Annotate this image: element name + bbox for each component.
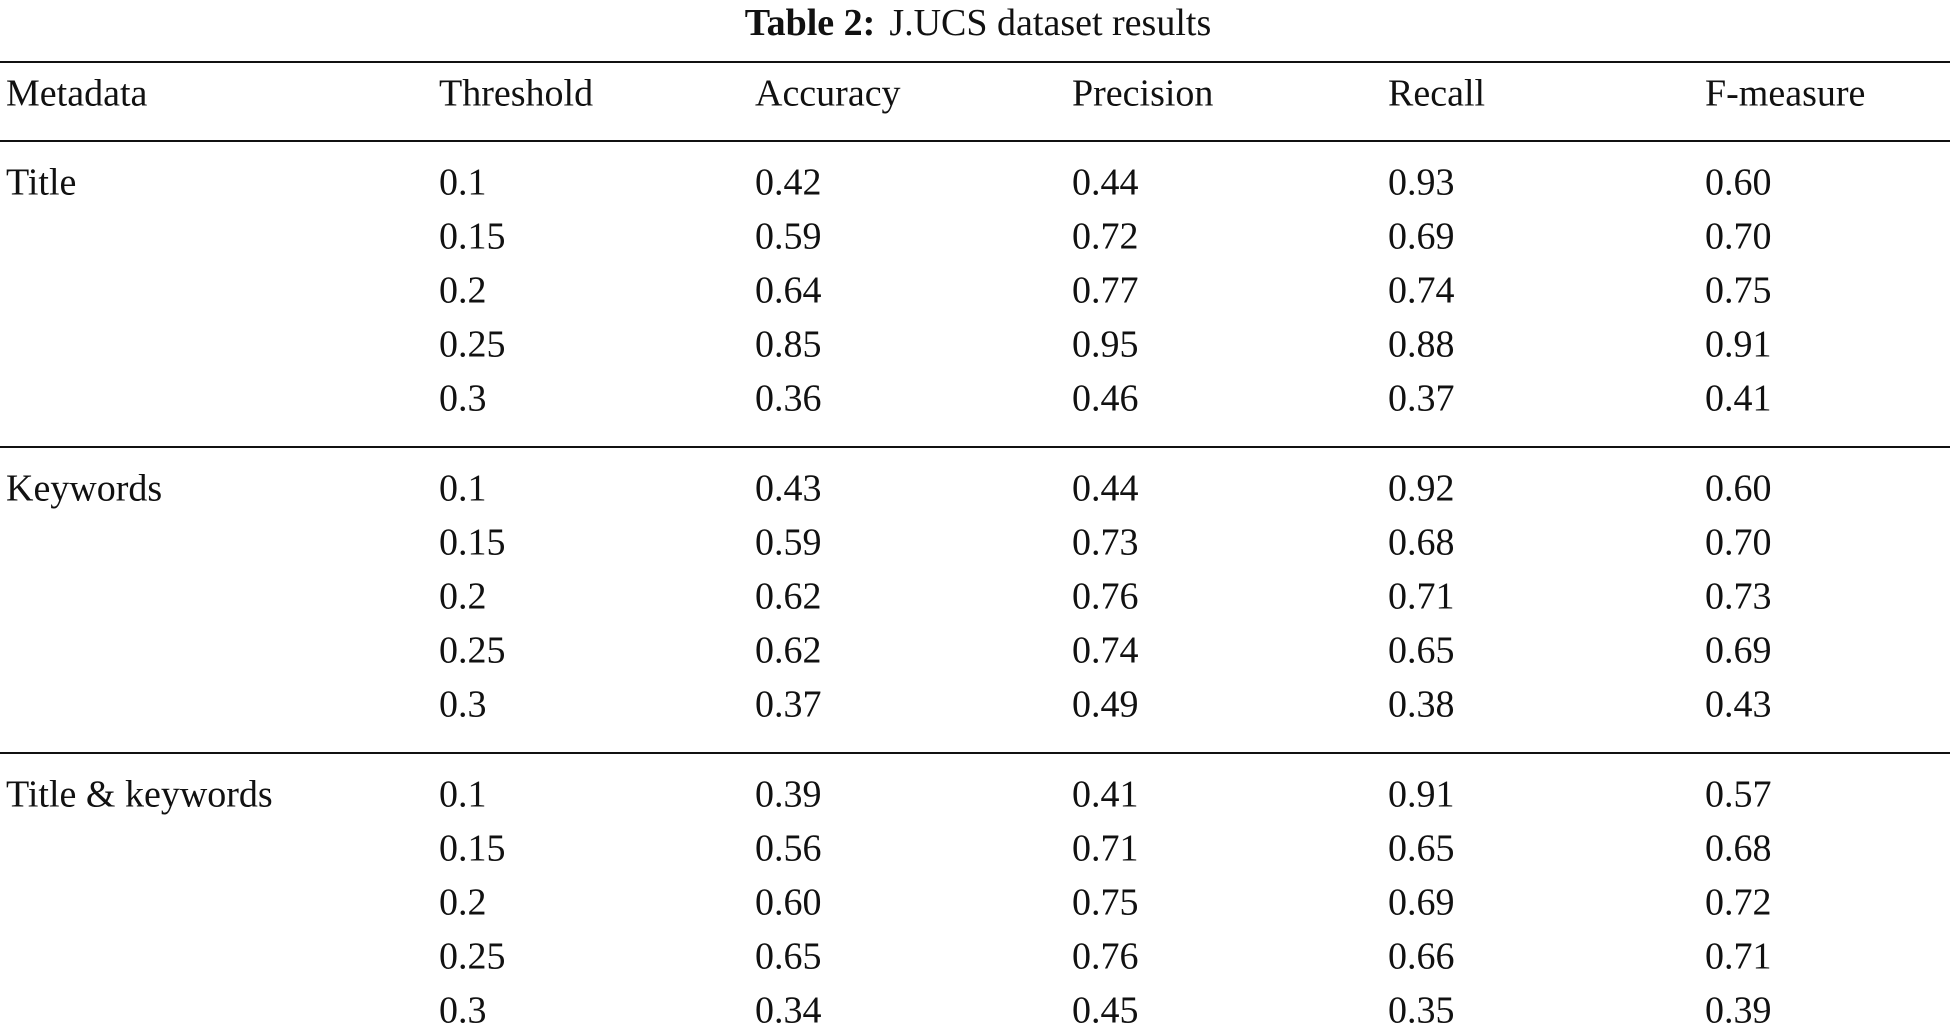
table-cell: 0.41 [1072,774,1139,816]
table-cell: 0.62 [755,630,822,672]
table-cell: 0.92 [1388,468,1455,510]
table-cell: 0.71 [1388,576,1455,618]
table-cell: 0.75 [1072,882,1139,924]
table-cell: 0.65 [1388,630,1455,672]
table-cell: 0.93 [1388,162,1455,204]
table-cell: 0.68 [1388,522,1455,564]
table-cell: 0.69 [1388,882,1455,924]
table-cell: 0.37 [1388,378,1455,420]
table-cell: 0.46 [1072,378,1139,420]
table-cell: 0.36 [755,378,822,420]
table-caption: Table 2: J.UCS dataset results [745,2,1212,44]
table-cell: 0.39 [1705,990,1772,1025]
table-cell: 0.69 [1388,216,1455,258]
table-cell: 0.66 [1388,936,1455,978]
table-cell: 0.42 [755,162,822,204]
table-cell: 0.71 [1072,828,1139,870]
table-cell: 0.1 [439,468,487,510]
table-cell: 0.95 [1072,324,1139,366]
table-cell: 0.65 [755,936,822,978]
table-cell: 0.34 [755,990,822,1025]
column-header: Threshold [439,73,593,115]
table-cell: 0.43 [755,468,822,510]
table-cell: 0.15 [439,216,506,258]
table-cell: 0.71 [1705,936,1772,978]
table-cell: 0.15 [439,522,506,564]
table-cell: 0.74 [1072,630,1139,672]
table-cell: 0.45 [1072,990,1139,1025]
table-cell: 0.60 [1705,468,1772,510]
table-cell: 0.1 [439,774,487,816]
column-header: Metadata [6,73,148,115]
table-cell: 0.77 [1072,270,1139,312]
column-header: F-measure [1705,73,1865,115]
table-cell: 0.38 [1388,684,1455,726]
metadata-label: Title [6,162,76,204]
table-cell: 0.44 [1072,468,1139,510]
table-cell: 0.70 [1705,522,1772,564]
metadata-label: Keywords [6,468,162,510]
table-cell: 0.43 [1705,684,1772,726]
table-cell: 0.35 [1388,990,1455,1025]
table-cell: 0.85 [755,324,822,366]
caption-label: Table 2: [745,2,876,44]
table-cell: 0.60 [755,882,822,924]
column-header: Precision [1072,73,1213,115]
table-cell: 0.73 [1705,576,1772,618]
table-cell: 0.62 [755,576,822,618]
table-cell: 0.25 [439,324,506,366]
table-cell: 0.57 [1705,774,1772,816]
table-cell: 0.65 [1388,828,1455,870]
table-cell: 0.76 [1072,936,1139,978]
table-cell: 0.91 [1705,324,1772,366]
table-cell: 0.60 [1705,162,1772,204]
table-cell: 0.68 [1705,828,1772,870]
caption-text: J.UCS dataset results [889,2,1211,44]
table-cell: 0.2 [439,270,487,312]
table-cell: 0.88 [1388,324,1455,366]
table-cell: 0.2 [439,576,487,618]
table-cell: 0.69 [1705,630,1772,672]
table-cell: 0.25 [439,936,506,978]
table-cell: 0.76 [1072,576,1139,618]
table-cell: 0.70 [1705,216,1772,258]
table-cell: 0.64 [755,270,822,312]
table-cell: 0.3 [439,990,487,1025]
table-cell: 0.3 [439,378,487,420]
table-cell: 0.75 [1705,270,1772,312]
table-cell: 0.37 [755,684,822,726]
column-header: Accuracy [755,73,901,115]
table-cell: 0.56 [755,828,822,870]
table-cell: 0.59 [755,216,822,258]
table-cell: 0.1 [439,162,487,204]
table-cell: 0.73 [1072,522,1139,564]
column-header: Recall [1388,73,1485,115]
table-cell: 0.72 [1072,216,1139,258]
metadata-label: Title & keywords [6,774,273,816]
table-cell: 0.49 [1072,684,1139,726]
table-cell: 0.44 [1072,162,1139,204]
table-cell: 0.59 [755,522,822,564]
table-cell: 0.74 [1388,270,1455,312]
table-cell: 0.15 [439,828,506,870]
table-cell: 0.39 [755,774,822,816]
table-cell: 0.25 [439,630,506,672]
table-cell: 0.2 [439,882,487,924]
table-cell: 0.41 [1705,378,1772,420]
table-cell: 0.91 [1388,774,1455,816]
table-cell: 0.3 [439,684,487,726]
table-cell: 0.72 [1705,882,1772,924]
